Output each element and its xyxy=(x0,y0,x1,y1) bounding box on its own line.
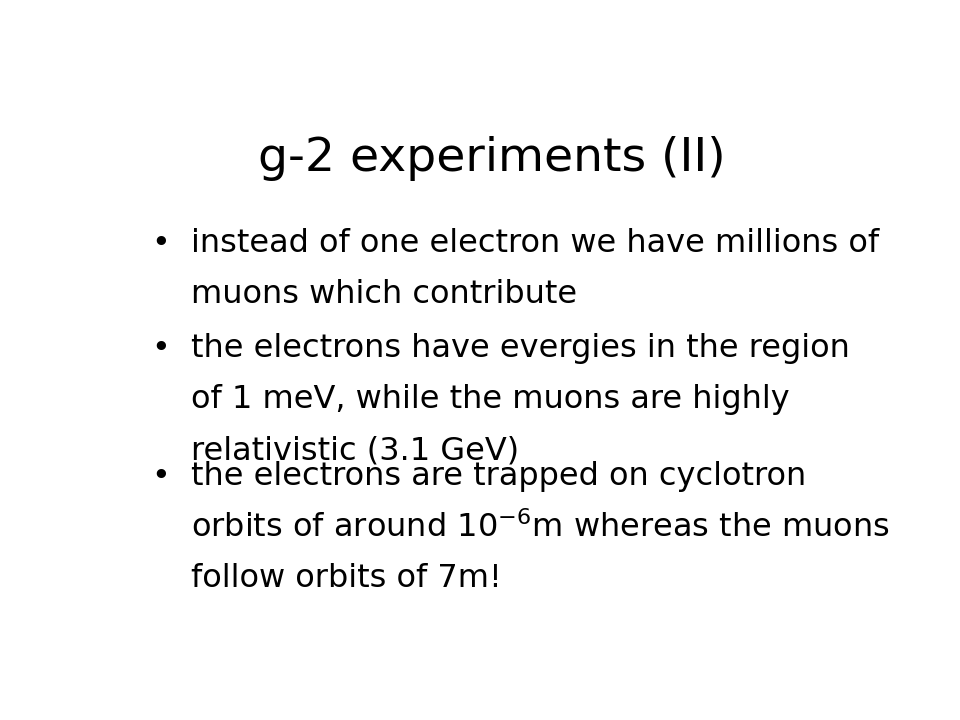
Text: orbits of around 10$\mathregular{^{-6}}$m whereas the muons: orbits of around 10$\mathregular{^{-6}}$… xyxy=(191,512,889,544)
Text: muons which contribute: muons which contribute xyxy=(191,279,577,310)
Text: •: • xyxy=(152,228,170,258)
Text: of 1 meV, while the muons are highly: of 1 meV, while the muons are highly xyxy=(191,384,789,415)
Text: the electrons have evergies in the region: the electrons have evergies in the regio… xyxy=(191,333,850,364)
Text: •: • xyxy=(152,461,170,492)
Text: •: • xyxy=(152,333,170,364)
Text: relativistic (3.1 GeV): relativistic (3.1 GeV) xyxy=(191,435,518,466)
Text: g-2 experiments (II): g-2 experiments (II) xyxy=(258,136,726,181)
Text: instead of one electron we have millions of: instead of one electron we have millions… xyxy=(191,228,878,258)
Text: follow orbits of 7m!: follow orbits of 7m! xyxy=(191,562,501,593)
Text: the electrons are trapped on cyclotron: the electrons are trapped on cyclotron xyxy=(191,461,806,492)
